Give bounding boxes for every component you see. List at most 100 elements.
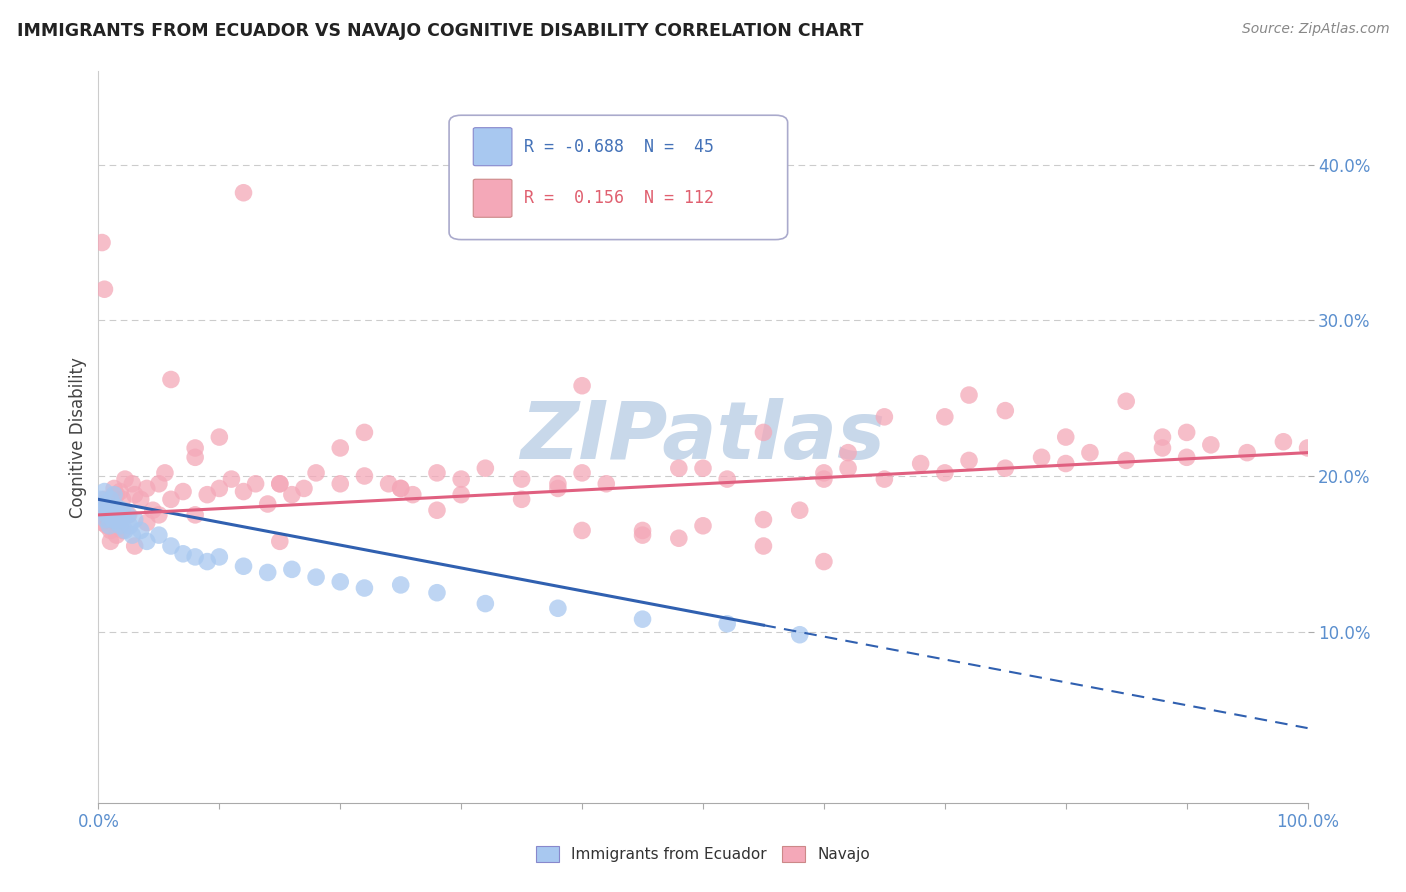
Point xyxy=(692,518,714,533)
Point xyxy=(195,555,218,569)
Point xyxy=(93,484,115,499)
Point xyxy=(692,461,714,475)
Point xyxy=(91,516,114,530)
Point xyxy=(94,503,117,517)
Point xyxy=(1031,450,1053,465)
Point xyxy=(474,597,496,611)
Point xyxy=(389,482,412,496)
Point xyxy=(353,581,375,595)
Point xyxy=(153,466,176,480)
Point xyxy=(100,503,122,517)
Point xyxy=(93,282,115,296)
Point xyxy=(105,500,128,515)
Point xyxy=(631,612,654,626)
Point xyxy=(752,425,775,440)
Point xyxy=(91,503,114,517)
Point xyxy=(172,547,194,561)
Point xyxy=(90,492,112,507)
Point xyxy=(957,388,980,402)
Point xyxy=(135,534,157,549)
Point xyxy=(668,531,690,545)
Point xyxy=(121,528,143,542)
Point xyxy=(107,512,129,526)
Point xyxy=(752,539,775,553)
Point xyxy=(108,518,131,533)
Point xyxy=(105,528,128,542)
Text: R =  0.156  N = 112: R = 0.156 N = 112 xyxy=(524,189,714,207)
Point xyxy=(256,497,278,511)
Point xyxy=(305,466,328,480)
Point xyxy=(1054,430,1077,444)
Point xyxy=(104,508,127,522)
Point xyxy=(100,524,122,538)
Point xyxy=(121,476,143,491)
Point xyxy=(281,488,304,502)
Point xyxy=(1296,441,1319,455)
Point xyxy=(813,466,835,480)
Point xyxy=(111,503,134,517)
Point xyxy=(107,516,129,530)
Point xyxy=(450,472,472,486)
Point xyxy=(426,466,449,480)
Point xyxy=(108,508,131,522)
Point xyxy=(329,441,352,455)
Point xyxy=(716,472,738,486)
Point xyxy=(1152,430,1174,444)
Point xyxy=(631,524,654,538)
Point xyxy=(103,488,125,502)
Point xyxy=(353,469,375,483)
Point xyxy=(292,482,315,496)
Point xyxy=(98,512,121,526)
Point xyxy=(208,482,231,496)
Point xyxy=(172,484,194,499)
Point xyxy=(104,508,127,522)
Point xyxy=(160,492,183,507)
Point xyxy=(160,372,183,386)
Point xyxy=(789,628,811,642)
Point xyxy=(837,461,859,475)
Point xyxy=(111,524,134,538)
Point xyxy=(957,453,980,467)
Point xyxy=(402,488,425,502)
Point xyxy=(98,518,121,533)
Point xyxy=(994,403,1017,417)
Point xyxy=(789,503,811,517)
Point xyxy=(389,578,412,592)
Point xyxy=(910,457,932,471)
Point xyxy=(934,409,956,424)
Point xyxy=(752,512,775,526)
Text: Source: ZipAtlas.com: Source: ZipAtlas.com xyxy=(1241,22,1389,37)
Point xyxy=(208,430,231,444)
Point xyxy=(101,512,124,526)
Point xyxy=(1175,425,1198,440)
Point xyxy=(135,482,157,496)
Point xyxy=(571,524,593,538)
Point xyxy=(184,441,207,455)
Point xyxy=(1199,438,1222,452)
Point xyxy=(124,539,146,553)
Point xyxy=(195,488,218,502)
Point xyxy=(1115,453,1137,467)
Point xyxy=(110,512,132,526)
Point xyxy=(994,461,1017,475)
Point xyxy=(571,378,593,392)
Point xyxy=(1078,445,1101,459)
Point xyxy=(96,508,118,522)
Point xyxy=(631,528,654,542)
Point xyxy=(377,476,399,491)
Point xyxy=(90,497,112,511)
Point xyxy=(118,518,141,533)
FancyBboxPatch shape xyxy=(474,128,512,166)
Point xyxy=(148,476,170,491)
Point xyxy=(117,508,139,522)
Point xyxy=(547,476,569,491)
Point xyxy=(426,503,449,517)
Point xyxy=(450,488,472,502)
Point xyxy=(595,476,617,491)
Text: R = -0.688  N =  45: R = -0.688 N = 45 xyxy=(524,137,714,156)
Point xyxy=(97,500,120,515)
Text: ZIPatlas: ZIPatlas xyxy=(520,398,886,476)
Point xyxy=(111,508,134,522)
Point xyxy=(474,461,496,475)
Point xyxy=(389,482,412,496)
